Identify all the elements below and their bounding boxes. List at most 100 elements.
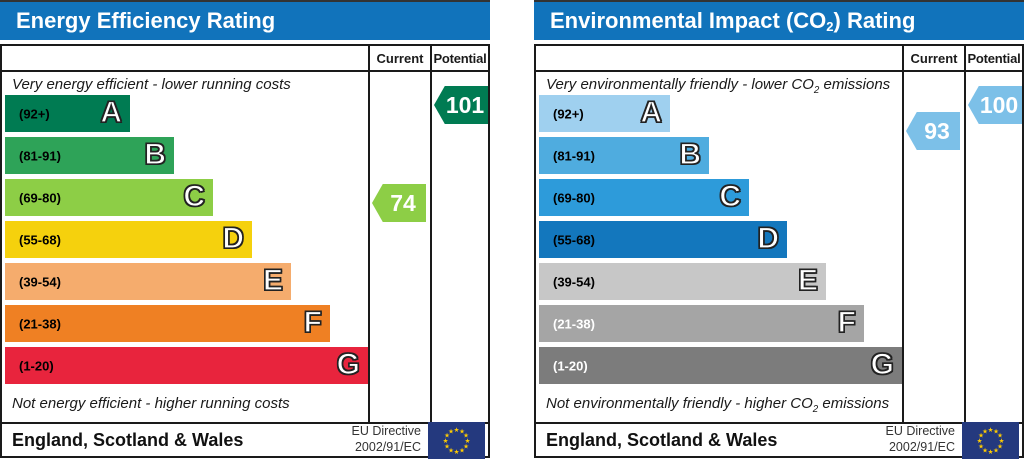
band-scale-area: Very environmentally friendly - lower CO… xyxy=(536,72,902,422)
svg-text:★: ★ xyxy=(988,447,994,455)
panel-title-sub: 2 xyxy=(826,19,834,34)
panel-title-environmental: Environmental Impact (CO 2) Rating xyxy=(534,0,1024,40)
band-letter: F xyxy=(837,305,857,339)
svg-text:★: ★ xyxy=(978,431,984,439)
band-g: (1-20) G xyxy=(5,347,368,384)
current-column: 74 xyxy=(368,72,430,422)
eu-directive-label: EU Directive 2002/91/EC xyxy=(886,424,955,455)
svg-text:★: ★ xyxy=(459,446,465,454)
band-range-label: (21-38) xyxy=(553,316,595,331)
bottom-caption-text: Not energy efficient - higher running co… xyxy=(12,395,290,412)
eu-flag-icon: ★ ★★★★★★★★★★★ xyxy=(962,421,1019,459)
band-d: (55-68) D xyxy=(539,221,787,258)
band-d: (55-68) D xyxy=(5,221,252,258)
band-g: (1-20) G xyxy=(539,347,902,384)
band-range-label: (39-54) xyxy=(553,274,595,289)
band-letter: A xyxy=(100,95,123,129)
svg-text:★: ★ xyxy=(997,442,1003,450)
potential-column: 101 xyxy=(430,72,488,422)
top-caption-sub: 2 xyxy=(813,85,820,96)
band-range-label: (1-20) xyxy=(19,358,54,373)
rating-table: Current Potential Very energy efficient … xyxy=(0,44,490,459)
band-e: (39-54) E xyxy=(5,263,291,300)
svg-text:★: ★ xyxy=(988,425,994,433)
band-letter: A xyxy=(640,95,663,129)
svg-text:★: ★ xyxy=(444,431,450,439)
band-range-label: (69-80) xyxy=(19,190,61,205)
band-c: (69-80) C xyxy=(5,179,213,216)
band-letter: F xyxy=(303,305,323,339)
top-caption: Very energy efficient - lower running co… xyxy=(12,76,291,96)
band-f: (21-38) F xyxy=(5,305,330,342)
blank-header-cell xyxy=(2,46,368,70)
blank-header-cell xyxy=(536,46,902,70)
band-letter: D xyxy=(757,221,780,255)
potential-rating-arrow: 101 xyxy=(434,86,488,124)
footer-row: England, Scotland & Wales EU Directive 2… xyxy=(536,421,1022,459)
svg-text:★: ★ xyxy=(977,436,983,444)
rating-bands: (92+) A (81-91) B (69-80) C (55-68) D (39-54) E (2… xyxy=(2,95,368,384)
svg-text:★: ★ xyxy=(993,427,999,435)
chart-body: Very energy efficient - lower running co… xyxy=(2,72,488,422)
band-letter: B xyxy=(144,137,167,171)
band-range-label: (92+) xyxy=(553,106,584,121)
environmental-impact-panel: Environmental Impact (CO 2) Rating Curren… xyxy=(534,0,1024,460)
eu-directive-line1: EU Directive xyxy=(351,424,421,439)
bottom-caption: Not environmentally friendly - higher CO… xyxy=(546,395,889,415)
band-range-label: (81-91) xyxy=(19,148,61,163)
top-caption-text: Very environmentally friendly - lower CO xyxy=(546,76,814,93)
bottom-caption-post: emissions xyxy=(818,395,890,412)
band-f: (21-38) F xyxy=(539,305,864,342)
top-caption: Very environmentally friendly - lower CO… xyxy=(546,76,890,96)
svg-text:★: ★ xyxy=(463,442,469,450)
chart-body: Very environmentally friendly - lower CO… xyxy=(536,72,1022,422)
svg-text:★: ★ xyxy=(997,431,1003,439)
rating-bands: (92+) A (81-91) B (69-80) C (55-68) D (39-54) E (2… xyxy=(536,95,902,384)
band-range-label: (81-91) xyxy=(553,148,595,163)
band-range-label: (39-54) xyxy=(19,274,61,289)
band-a: (92+) A xyxy=(5,95,130,132)
current-column-header: Current xyxy=(368,46,430,70)
svg-text:★: ★ xyxy=(444,442,450,450)
energy-efficiency-panel: Energy Efficiency Rating Current Potenti… xyxy=(0,0,490,460)
svg-text:★: ★ xyxy=(999,436,1005,444)
potential-column-header: Potential xyxy=(430,46,488,70)
band-b: (81-91) B xyxy=(539,137,709,174)
band-e: (39-54) E xyxy=(539,263,826,300)
band-letter: C xyxy=(183,179,206,213)
rating-table: Current Potential Very environmentally f… xyxy=(534,44,1024,459)
svg-text:★: ★ xyxy=(454,425,460,433)
band-a: (92+) A xyxy=(539,95,670,132)
svg-text:★: ★ xyxy=(448,446,454,454)
band-letter: E xyxy=(262,263,283,297)
band-range-label: (55-68) xyxy=(19,232,61,247)
band-letter: G xyxy=(870,347,895,381)
top-caption-text: Very energy efficient - lower running co… xyxy=(12,76,291,93)
svg-text:★: ★ xyxy=(454,447,460,455)
panel-title-energy: Energy Efficiency Rating xyxy=(0,0,490,40)
eu-directive-line1: EU Directive xyxy=(885,424,955,439)
svg-text:★: ★ xyxy=(982,427,988,435)
eu-directive-label: EU Directive 2002/91/EC xyxy=(352,424,421,455)
region-label: England, Scotland & Wales xyxy=(12,429,244,450)
svg-text:★: ★ xyxy=(448,427,454,435)
potential-column: 100 xyxy=(964,72,1022,422)
current-column-header: Current xyxy=(902,46,964,70)
current-rating-arrow: 93 xyxy=(906,112,960,150)
bottom-caption: Not energy efficient - higher running co… xyxy=(12,395,290,415)
bottom-caption-sub: 2 xyxy=(812,404,819,415)
current-rating-arrow: 74 xyxy=(372,184,426,222)
band-letter: D xyxy=(222,221,245,255)
column-header-row: Current Potential xyxy=(536,46,1022,72)
potential-column-header: Potential xyxy=(964,46,1022,70)
svg-text:★: ★ xyxy=(978,442,984,450)
svg-text:★: ★ xyxy=(465,436,471,444)
svg-text:★: ★ xyxy=(993,446,999,454)
band-range-label: (92+) xyxy=(19,106,50,121)
bottom-caption-text: Not environmentally friendly - higher CO xyxy=(546,395,813,412)
top-caption-post: emissions xyxy=(819,76,891,93)
current-column: 93 xyxy=(902,72,964,422)
band-letter: C xyxy=(719,179,742,213)
band-range-label: (55-68) xyxy=(553,232,595,247)
